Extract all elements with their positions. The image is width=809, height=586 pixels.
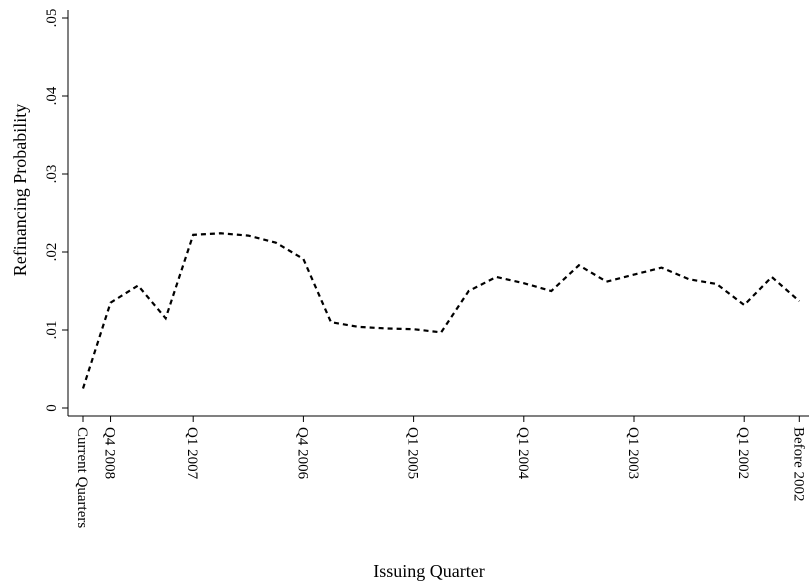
x-tick-label: Before 2002 (790, 427, 806, 502)
data-point (385, 327, 388, 330)
y-tick-label: .04 (44, 86, 60, 105)
x-tick-label: Q4 2008 (102, 427, 118, 479)
x-axis-ticks: Current Quarters Q4 2008 Q1 2007 Q4 2006 Q1 … (74, 416, 806, 528)
y-axis-title: Refinancing Probability (10, 104, 30, 276)
x-tick-label: Current Quarters (74, 427, 90, 528)
y-tick-label: 0 (44, 404, 60, 412)
x-tick-label: Q1 2005 (405, 427, 421, 479)
data-point (357, 325, 360, 328)
x-tick-label: Q1 2002 (735, 427, 751, 479)
series-line (81, 232, 801, 389)
x-tick-label: Q1 2003 (625, 427, 641, 479)
series-group (81, 232, 801, 389)
x-axis-title: Issuing Quarter (373, 561, 484, 581)
data-point (715, 282, 718, 285)
y-tick-label: .01 (44, 321, 60, 340)
x-tick-label: Q1 2004 (515, 427, 531, 480)
plot-frame (67, 10, 809, 417)
x-tick-label: Q4 2006 (294, 427, 310, 480)
y-tick-label: .05 (44, 9, 60, 28)
y-axis-ticks: 0 .01 .02 .03 .04 .05 (44, 9, 68, 412)
y-tick-label: .03 (44, 165, 60, 184)
x-tick-label: Q1 2007 (184, 427, 200, 480)
y-tick-label: .02 (44, 243, 60, 262)
